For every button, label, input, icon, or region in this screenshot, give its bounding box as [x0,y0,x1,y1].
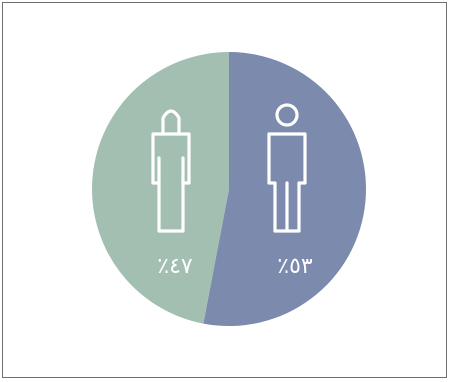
pie-slice-men [203,52,366,326]
woman-icon [151,109,191,233]
slice-label-men: ٪٥٣ [277,254,313,279]
man-icon [267,103,307,233]
slice-label-women: ٪٤٧ [157,254,193,279]
